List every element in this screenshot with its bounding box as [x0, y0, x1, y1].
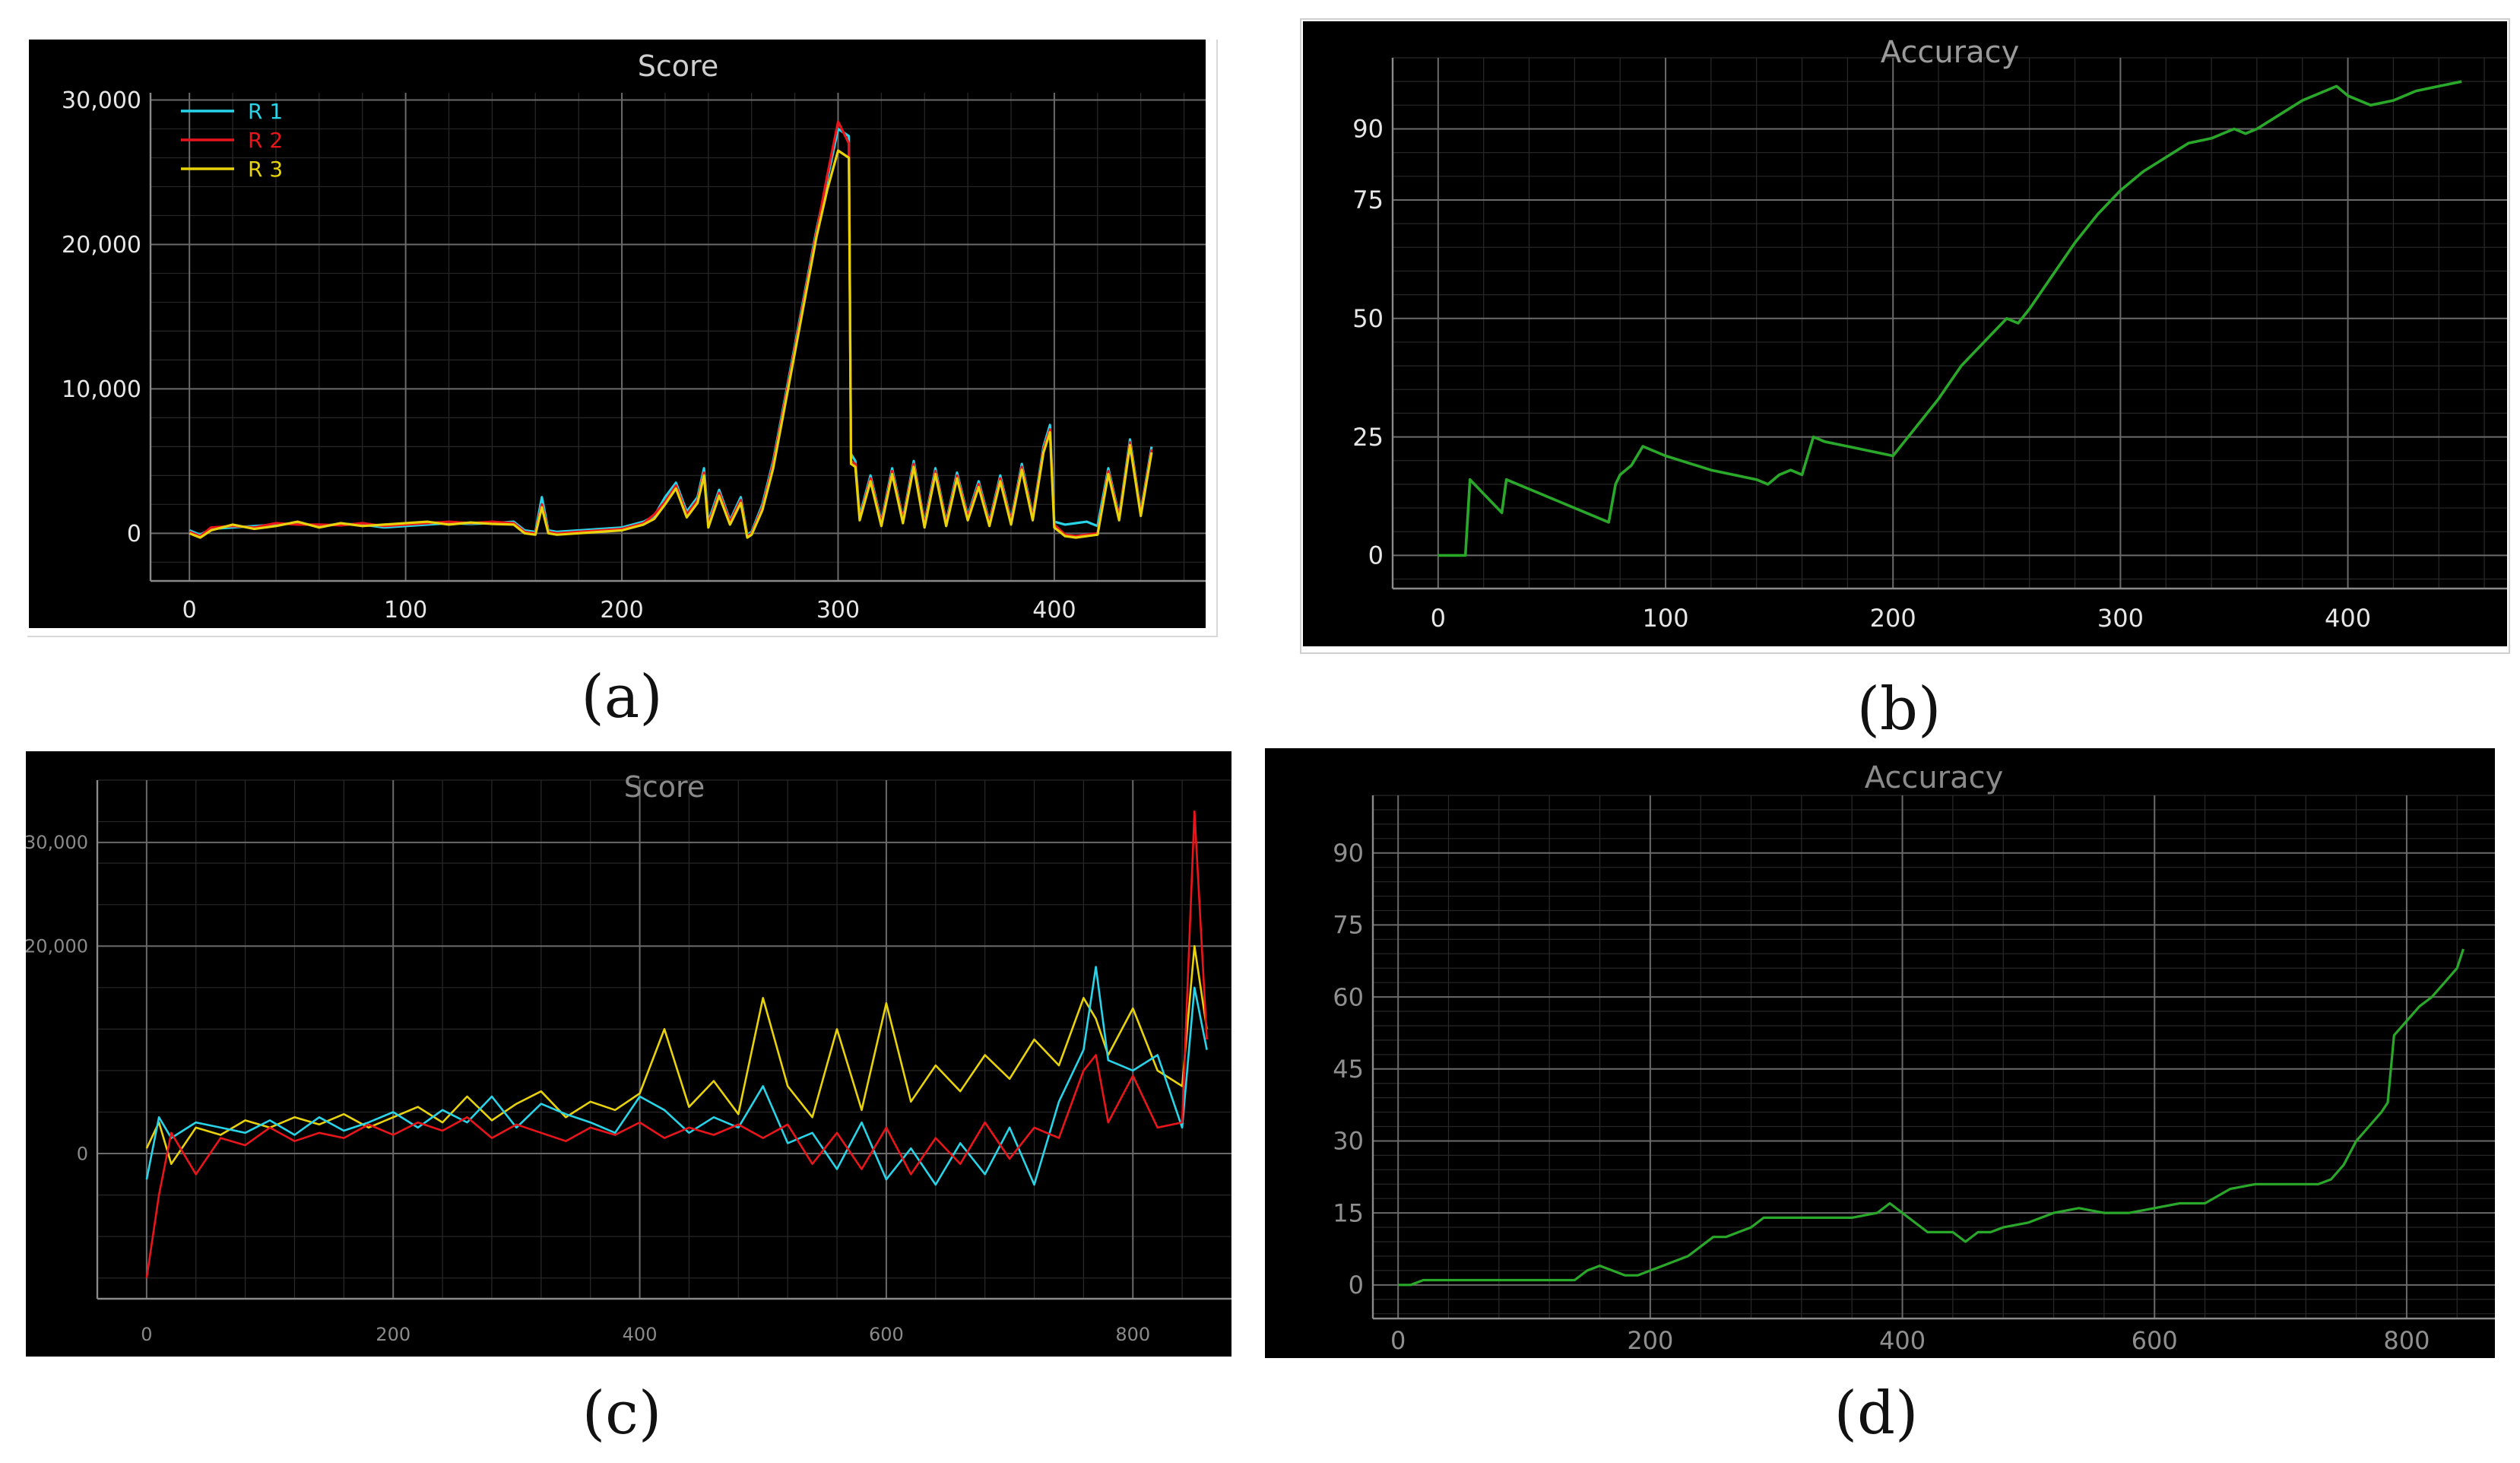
accuracy-chart-b: Accuracy 0 100 200 300 400 0 25 50 75 90 [1352, 35, 2507, 633]
x-tick-label: 0 [1390, 1326, 1406, 1355]
caption-c: (c) [582, 1379, 662, 1448]
y-tick-label: 30,000 [26, 832, 88, 853]
score-chart-c: Score 0 200 400 600 800 0 20,000 30,000 [26, 770, 1231, 1345]
caption-a: (a) [581, 663, 663, 732]
legend-label: R 1 [248, 99, 283, 124]
legend-label: R 2 [248, 128, 283, 153]
x-tick-label: 300 [2097, 604, 2144, 633]
y-tick-label: 20,000 [26, 936, 88, 957]
x-tick-label: 400 [1879, 1326, 1926, 1355]
chart-title: Accuracy [1865, 760, 2004, 795]
grid [97, 779, 1231, 1299]
series-line-1 [1398, 948, 2465, 1287]
x-tick-label: 800 [1115, 1324, 1150, 1345]
y-tick-label: 15 [1333, 1198, 1364, 1227]
y-tick-label: 20,000 [62, 232, 141, 259]
x-tick-label: 400 [623, 1324, 658, 1345]
y-tick-label: 60 [1333, 982, 1364, 1011]
y-tick-label: 0 [1368, 541, 1384, 570]
y-tick-label: 25 [1352, 423, 1384, 452]
series-line-3 [189, 149, 1153, 539]
chart-panel-a: Score 0 100 200 300 400 0 10,000 20,000 30,000 R 1… [29, 40, 1206, 628]
y-tick-label: 30 [1333, 1127, 1364, 1156]
y-tick-label: 75 [1333, 911, 1364, 940]
y-tick-label: 30,000 [62, 87, 141, 114]
accuracy-chart-d: Accuracy 0 200 400 600 800 0 15 30 45 60 75 90 [1333, 760, 2495, 1355]
grid [1392, 57, 2507, 589]
chart-title: Score [638, 49, 718, 83]
y-tick-label: 50 [1352, 304, 1384, 333]
y-tick-label: 0 [77, 1143, 88, 1164]
series-line-3 [145, 810, 1208, 1278]
x-tick-label: 400 [1032, 597, 1076, 624]
y-tick-label: 10,000 [62, 376, 141, 403]
x-tick-label: 200 [600, 597, 643, 624]
series-group [1398, 948, 2465, 1287]
y-tick-label: 0 [1349, 1271, 1364, 1300]
series-line-2 [145, 966, 1208, 1186]
series-group [145, 810, 1208, 1278]
legend-label: R 3 [248, 157, 283, 182]
x-tick-label: 200 [1870, 604, 1916, 633]
panel-b-frame [1300, 18, 2510, 654]
grid [151, 93, 1206, 581]
chart-title: Accuracy [1881, 35, 2020, 70]
x-tick-label: 100 [384, 597, 427, 624]
chart-title: Score [624, 770, 705, 804]
x-tick-label: 600 [869, 1324, 904, 1345]
x-tick-label: 0 [1431, 604, 1446, 633]
y-tick-label: 0 [127, 521, 141, 547]
series-group [1438, 80, 2462, 557]
chart-panel-c: Score 0 200 400 600 800 0 20,000 30,000 [26, 751, 1231, 1357]
x-tick-label: 400 [2325, 604, 2371, 633]
score-chart-a: Score 0 100 200 300 400 0 10,000 20,000 30,000 R 1… [62, 49, 1206, 624]
x-tick-label: 0 [182, 597, 197, 624]
x-tick-label: 300 [816, 597, 860, 624]
y-tick-label: 75 [1352, 186, 1384, 214]
x-tick-label: 200 [1627, 1326, 1673, 1355]
caption-b: (b) [1856, 675, 1942, 744]
x-tick-label: 200 [376, 1324, 410, 1345]
x-tick-label: 100 [1642, 604, 1688, 633]
panel-a-frame [27, 40, 1218, 637]
legend: R 1 R 2 R 3 [181, 99, 283, 182]
chart-panel-d: Accuracy 0 200 400 600 800 0 15 30 45 60 75 90 [1265, 748, 2495, 1358]
x-tick-label: 800 [2383, 1326, 2430, 1355]
x-tick-label: 0 [141, 1324, 152, 1345]
series-group [189, 120, 1153, 539]
chart-panel-b: Accuracy 0 100 200 300 400 0 25 50 75 90 [1303, 21, 2507, 646]
y-tick-label: 90 [1333, 839, 1364, 868]
x-tick-label: 600 [2132, 1326, 2178, 1355]
series-line-1 [1438, 80, 2462, 557]
grid [1373, 795, 2495, 1319]
caption-d: (d) [1834, 1379, 1919, 1448]
y-tick-label: 90 [1352, 115, 1384, 144]
series-line-1 [145, 944, 1208, 1166]
y-tick-label: 45 [1333, 1055, 1364, 1084]
